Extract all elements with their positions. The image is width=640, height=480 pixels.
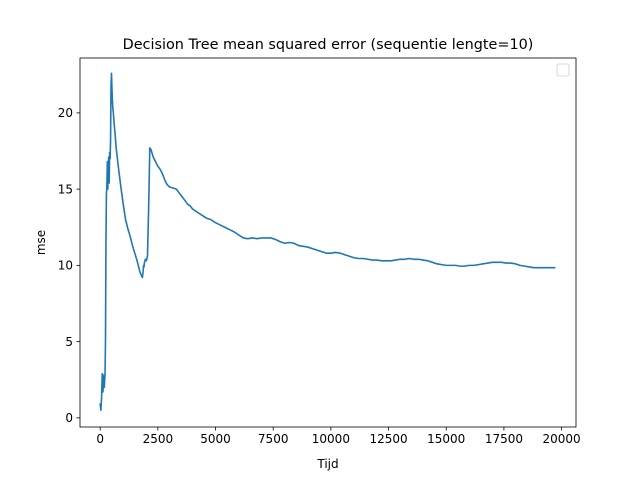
- y-tick-label: 10: [58, 259, 73, 273]
- y-tick-label: 15: [58, 182, 73, 196]
- plot-frame: [79, 57, 577, 428]
- x-axis-label: Tijd: [316, 457, 338, 471]
- x-tick-label: 0: [96, 432, 104, 446]
- series-line: [99, 72, 556, 412]
- y-tick-label: 5: [65, 335, 73, 349]
- x-tick-label: 2500: [143, 432, 174, 446]
- x-axis: 0 2500 5000 7500 10000 12500 15000 17500 20000: [96, 427, 581, 446]
- x-tick-label: 15000: [427, 432, 465, 446]
- y-tick-label: 20: [58, 106, 73, 120]
- y-axis: 0 5 10 15 20: [58, 106, 80, 425]
- plot-area: [79, 57, 577, 428]
- y-axis-label: mse: [34, 230, 48, 255]
- x-tick-label: 17500: [485, 432, 523, 446]
- x-tick-label: 12500: [369, 432, 407, 446]
- plot-background: [80, 58, 576, 427]
- legend-box: [556, 63, 570, 77]
- chart-title: Decision Tree mean squared error (sequen…: [123, 37, 534, 53]
- x-tick-label: 10000: [312, 432, 350, 446]
- y-tick-label: 0: [65, 411, 73, 425]
- series-layer: [99, 72, 556, 412]
- x-tick-label: 5000: [200, 432, 231, 446]
- x-tick-label: 20000: [542, 432, 580, 446]
- x-tick-label: 7500: [258, 432, 289, 446]
